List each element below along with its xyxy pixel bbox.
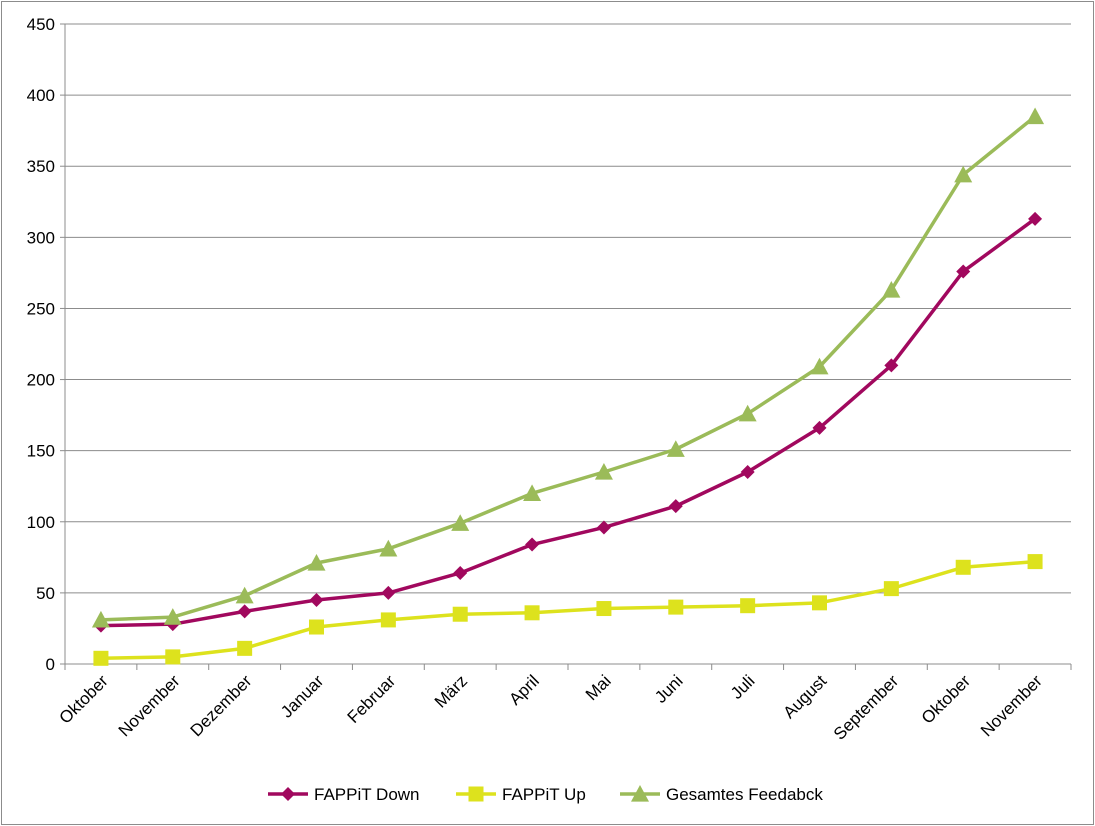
data-point	[1027, 554, 1043, 570]
axes	[60, 23, 1072, 670]
legend-marker	[281, 787, 295, 801]
x-tick-label: Oktober	[918, 671, 974, 727]
data-point	[956, 264, 971, 279]
legend-label: Gesamtes Feedabck	[666, 785, 823, 804]
data-point	[452, 606, 468, 622]
data-point	[453, 565, 468, 580]
x-tick-label: Januar	[277, 671, 327, 721]
data-point	[738, 404, 757, 422]
data-point	[307, 554, 326, 571]
data-point	[525, 537, 540, 552]
legend-item: FAPPiT Down	[268, 785, 420, 804]
y-tick-label: 0	[46, 655, 55, 674]
legend-label: FAPPiT Down	[314, 785, 420, 804]
x-tick-label: Dezember	[187, 671, 256, 740]
data-point	[596, 601, 612, 617]
y-tick-label: 450	[27, 15, 55, 34]
data-point	[237, 640, 253, 656]
x-tick-label: August	[779, 671, 830, 722]
x-tick-label: März	[431, 671, 471, 711]
legend-item: Gesamtes Feedabck	[620, 785, 823, 804]
data-point	[1028, 211, 1043, 226]
series-2	[91, 107, 1045, 628]
data-point	[309, 593, 324, 607]
x-tick-label: April	[505, 671, 542, 708]
series-1	[93, 554, 1043, 666]
series-group	[91, 107, 1045, 666]
data-point	[235, 586, 254, 604]
data-point	[237, 604, 252, 619]
data-point	[884, 358, 899, 373]
y-tick-label: 50	[36, 584, 55, 603]
x-tick-label: Juli	[727, 671, 758, 702]
x-axis-tick-labels: Oktober November Dezember Januar Februar März…	[56, 671, 1047, 743]
x-tick-label: November	[977, 671, 1046, 740]
legend: FAPPiT Down FAPPiT Up Gesamtes Feedabck	[268, 785, 823, 804]
data-point	[163, 608, 182, 625]
data-point	[812, 420, 827, 435]
data-point	[165, 649, 181, 665]
y-tick-label: 100	[27, 513, 55, 532]
data-point	[451, 514, 470, 531]
y-tick-label: 300	[27, 228, 55, 247]
y-tick-label: 150	[27, 442, 55, 461]
x-tick-label: Oktober	[56, 671, 112, 727]
gridlines	[65, 23, 1071, 594]
y-tick-label: 250	[27, 299, 55, 318]
legend-item: FAPPiT Up	[456, 785, 586, 804]
x-tick-label: Juni	[651, 671, 686, 706]
data-point	[524, 605, 540, 621]
legend-marker	[468, 786, 484, 802]
legend-marker	[631, 785, 649, 802]
data-point	[380, 612, 396, 628]
data-point	[668, 599, 684, 615]
series-line	[100, 115, 1037, 622]
data-point	[1026, 107, 1045, 125]
data-point	[309, 619, 324, 635]
data-point	[91, 610, 110, 628]
data-point	[740, 465, 755, 479]
data-point	[883, 581, 899, 597]
data-point	[594, 463, 613, 480]
data-point	[381, 585, 396, 600]
y-tick-label: 400	[27, 86, 55, 105]
data-point	[666, 440, 685, 457]
data-point	[668, 499, 683, 514]
series-line	[100, 559, 1036, 661]
y-axis-tick-labels: 0 50 100 150 200 250 300 350 400 450	[27, 15, 55, 674]
data-point	[596, 520, 611, 535]
data-point	[740, 598, 756, 614]
y-tick-label: 350	[27, 157, 55, 176]
data-point	[955, 559, 971, 575]
data-point	[882, 280, 901, 298]
data-point	[812, 595, 827, 611]
series-line	[100, 217, 1037, 628]
x-tick-label: Mai	[582, 671, 615, 704]
x-tick-label: November	[115, 671, 184, 740]
legend-label: FAPPiT Up	[502, 785, 586, 804]
data-point	[954, 165, 973, 183]
x-tick-label: Februar	[344, 671, 400, 727]
data-point	[523, 484, 542, 501]
y-tick-label: 200	[27, 371, 55, 390]
data-point	[379, 539, 398, 557]
x-tick-label: September	[830, 671, 902, 743]
data-point	[810, 357, 829, 375]
data-point	[93, 650, 109, 666]
